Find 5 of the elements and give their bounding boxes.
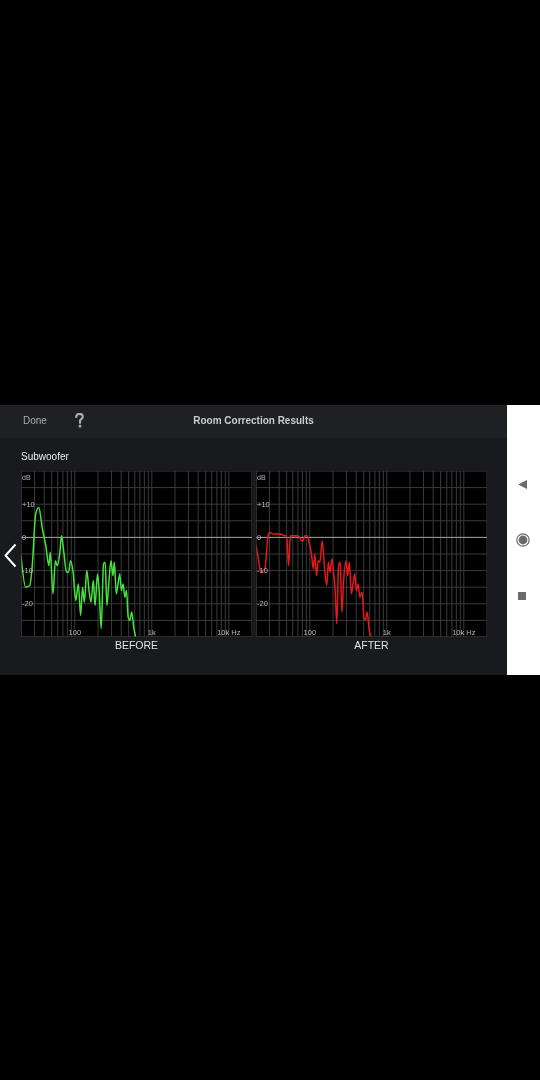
- x-axis-title: AFTER: [353, 639, 390, 651]
- x-axis-title: BEFORE: [113, 639, 160, 651]
- chart-subtitle: Subwoofer: [21, 451, 69, 462]
- chart-title: Room Correction Results: [193, 415, 314, 426]
- text: Done: [23, 415, 47, 426]
